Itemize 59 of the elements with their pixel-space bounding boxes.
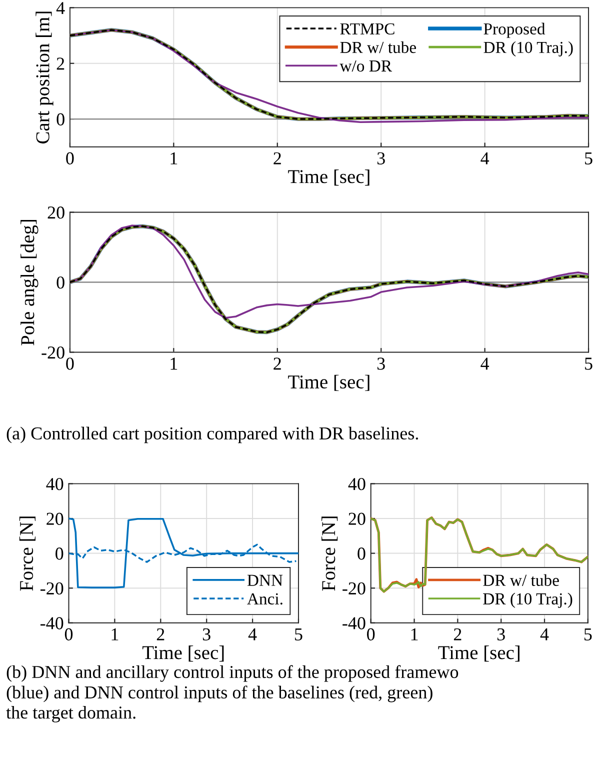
x-tick-label: 3 — [377, 152, 385, 164]
x-axis-title: Time [sec] — [142, 646, 224, 662]
y-tick-label: 20 — [46, 512, 64, 525]
x-axis-title: Time [sec] — [438, 646, 520, 662]
x-tick-label: 3 — [202, 628, 210, 640]
y-tick-label: 0 — [358, 548, 366, 560]
x-tick-label: 0 — [66, 152, 74, 164]
legend-label: Anci. — [247, 593, 282, 605]
x-tick-label: 5 — [295, 628, 302, 640]
legend-label: DR (10 Traj.) — [483, 592, 572, 608]
y-tick-label: 0 — [56, 276, 64, 289]
x-tick-label: 1 — [411, 628, 418, 640]
x-tick-label: 2 — [454, 628, 462, 640]
x-axis-title: Time [sec] — [288, 170, 370, 186]
legend-label: DR w/ tube — [483, 574, 559, 586]
y-tick-label: -40 — [342, 617, 366, 630]
y-tick-label: 40 — [348, 478, 366, 490]
y-tick-label: -20 — [42, 346, 64, 359]
y-tick-label: -20 — [40, 582, 64, 595]
x-tick-label: 3 — [497, 628, 505, 640]
x-tick-label: 3 — [377, 358, 385, 370]
x-tick-label: 5 — [585, 358, 592, 370]
y-tick-label: 40 — [46, 478, 64, 490]
x-tick-label: 1 — [170, 358, 178, 370]
y-axis-title: Force [N] — [322, 516, 338, 591]
x-tick-label: 0 — [66, 358, 74, 370]
x-tick-label: 0 — [64, 628, 73, 640]
x-axis-title: Time [sec] — [288, 374, 370, 391]
legend-label: w/o DR — [340, 60, 392, 72]
x-tick-label: 1 — [112, 628, 118, 640]
x-tick-label: 2 — [156, 628, 164, 640]
y-tick-label: 4 — [56, 2, 65, 14]
x-tick-label: 5 — [584, 628, 592, 640]
text: (a) Controlled cart position compared with DR baselines. — [6, 426, 418, 444]
x-tick-label: 5 — [585, 152, 592, 164]
y-tick-label: -20 — [342, 582, 366, 595]
y-tick-label: 20 — [348, 512, 366, 525]
x-tick-label: 4 — [480, 358, 490, 370]
x-tick-label: 4 — [540, 628, 549, 640]
legend-label: DR w/ tube — [340, 41, 416, 54]
legend-label: Proposed — [484, 22, 546, 38]
y-axis-title: Pole angle [deg] — [20, 220, 38, 346]
x-tick-label: 1 — [170, 152, 178, 164]
y-axis-title: Force [N] — [19, 516, 36, 591]
x-tick-label: 2 — [274, 152, 281, 164]
x-tick-label: 4 — [480, 152, 490, 164]
y-tick-label: 20 — [48, 206, 64, 219]
legend-label: RTMPC — [340, 23, 394, 35]
x-tick-label: 2 — [274, 358, 281, 370]
y-tick-label: 2 — [56, 58, 64, 70]
y-tick-label: 0 — [56, 113, 64, 126]
y-axis-title: Cart position [m] — [36, 12, 54, 144]
y-tick-label: 0 — [56, 548, 64, 560]
legend-label: DR (10 Traj.) — [484, 41, 573, 56]
x-tick-label: 0 — [367, 628, 375, 640]
x-tick-label: 4 — [248, 628, 257, 640]
legend-label: DNN — [247, 574, 283, 586]
text: (b) DNN and ancillary control inputs of the proposed framewo (blue) and DNN control inputs of the baselines (red, green) the target domain. — [6, 665, 458, 722]
y-tick-label: -40 — [40, 617, 64, 630]
